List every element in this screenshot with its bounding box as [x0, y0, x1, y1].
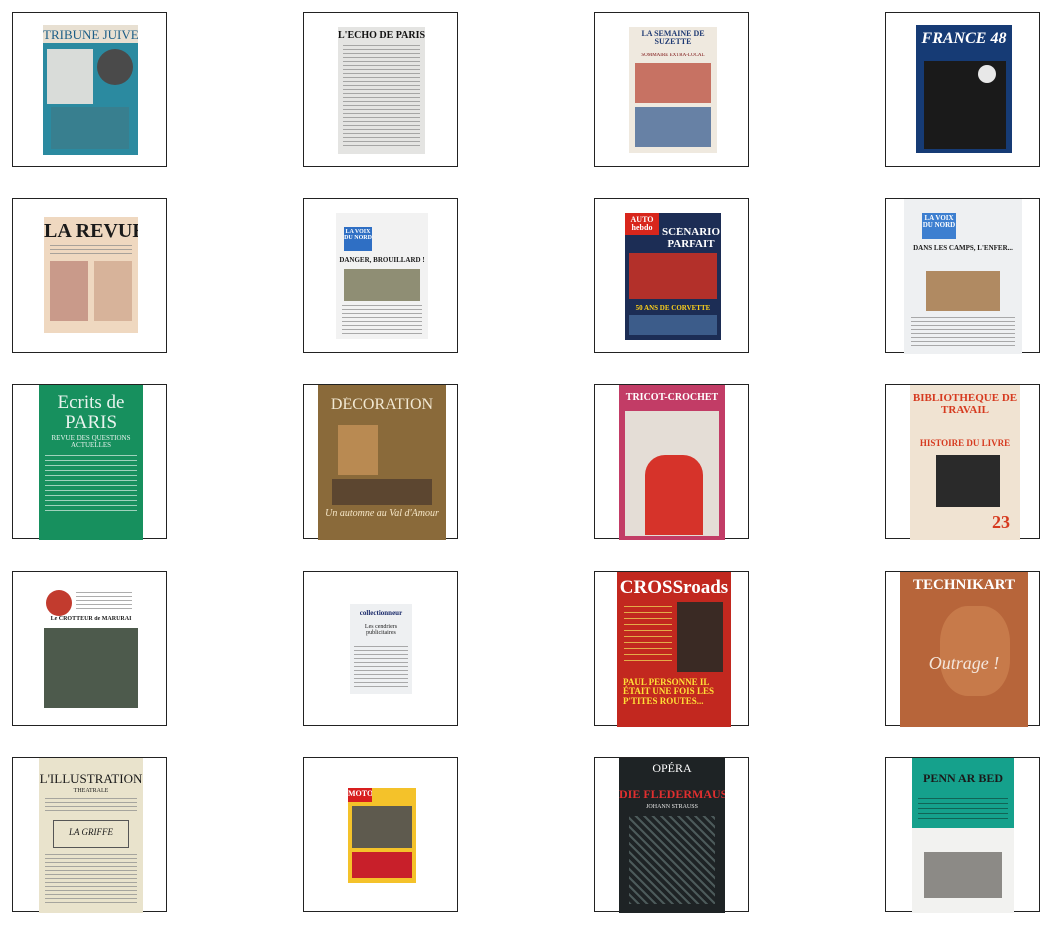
- cover-cell: DÉCORATION Un automne au Val d'Amour: [303, 384, 458, 540]
- cover-cell: BIBLIOTHÈQUE DE TRAVAIL HISTOIRE DU LIVR…: [885, 384, 1040, 540]
- cover-image-ecrits-de-paris: Ecrits de PARIS REVUE DES QUESTIONS ACTU…: [39, 385, 143, 540]
- cover-cell: Le CROTTEUR de MARURAI: [12, 571, 167, 726]
- cover-cell: TRICOT-CROCHET: [594, 384, 749, 540]
- cover-cell: TECHNIKART Outrage !: [885, 571, 1040, 727]
- cover-cell: LA SEMAINE DE SUZETTE SOMMAIRE EXTRA-LOC…: [594, 12, 749, 167]
- cover-image-echo-de-paris: L'ÉCHO DE PARIS: [338, 27, 425, 154]
- cover-image-semaine-de-suzette: LA SEMAINE DE SUZETTE SOMMAIRE EXTRA-LOC…: [629, 27, 717, 153]
- cover-image-crotteur-de-marurai: Le CROTTEUR de MARURAI: [44, 588, 138, 708]
- cover-cell: LA VOIX DU NORD DANGER, BROUILLARD !: [303, 198, 458, 353]
- cover-image-penn-ar-bed: PENN AR BED: [912, 758, 1014, 913]
- cover-image-opera: OPÉRA DIE FLEDERMAUS JOHANN STRAUSS: [619, 758, 725, 913]
- cover-cell: L'ÉCHO DE PARIS: [303, 12, 458, 167]
- cover-cell: collectionneur Les cendriers publicitair…: [303, 571, 458, 726]
- cover-cell: AUTO hebdo SCÉNARIO PARFAIT 50 ANS DE CO…: [594, 198, 749, 353]
- cover-image-voix-du-nord-2: LA VOIX DU NORD DANS LES CAMPS, L'ENFER.…: [904, 199, 1022, 354]
- cover-image-l-illustration: L'ILLUSTRATION THÉATRALE LA GRIFFE: [39, 758, 143, 913]
- cover-cell: TRIBUNE JUIVE: [12, 12, 167, 167]
- cover-image-bibliotheque-de-travail: BIBLIOTHÈQUE DE TRAVAIL HISTOIRE DU LIVR…: [910, 385, 1020, 540]
- cover-image-tricot-crochet: TRICOT-CROCHET: [619, 385, 725, 540]
- cover-image-france-48: FRANCE 48: [916, 25, 1012, 153]
- cover-image-tribune-juive: TRIBUNE JUIVE: [43, 25, 138, 155]
- cover-image-voix-du-nord-1: LA VOIX DU NORD DANGER, BROUILLARD !: [336, 213, 428, 339]
- cover-image-la-revue: LA REVUE: [44, 217, 138, 333]
- cover-cell: OPÉRA DIE FLEDERMAUS JOHANN STRAUSS: [594, 757, 749, 913]
- cover-image-crossroads: CROSSroads PAUL PERSONNE IL ÉTAIT UNE FO…: [617, 572, 731, 727]
- cover-cell: CROSSroads PAUL PERSONNE IL ÉTAIT UNE FO…: [594, 571, 749, 727]
- cover-image-decoration: DÉCORATION Un automne au Val d'Amour: [318, 385, 446, 540]
- cover-cell: PENN AR BED: [885, 757, 1040, 913]
- cover-cell: LA VOIX DU NORD DANS LES CAMPS, L'ENFER.…: [885, 198, 1040, 354]
- cover-image-auto-hebdo: AUTO hebdo SCÉNARIO PARFAIT 50 ANS DE CO…: [625, 213, 721, 340]
- cover-cell: LA REVUE: [12, 198, 167, 353]
- cover-image-moto: MOTO: [348, 788, 416, 883]
- cover-cell: Ecrits de PARIS REVUE DES QUESTIONS ACTU…: [12, 384, 167, 540]
- cover-cell: MOTO: [303, 757, 458, 912]
- cover-cell: FRANCE 48: [885, 12, 1040, 167]
- cover-cell: L'ILLUSTRATION THÉATRALE LA GRIFFE: [12, 757, 167, 913]
- cover-image-collectionneur: collectionneur Les cendriers publicitair…: [350, 604, 412, 694]
- cover-image-technikart: TECHNIKART Outrage !: [900, 572, 1028, 727]
